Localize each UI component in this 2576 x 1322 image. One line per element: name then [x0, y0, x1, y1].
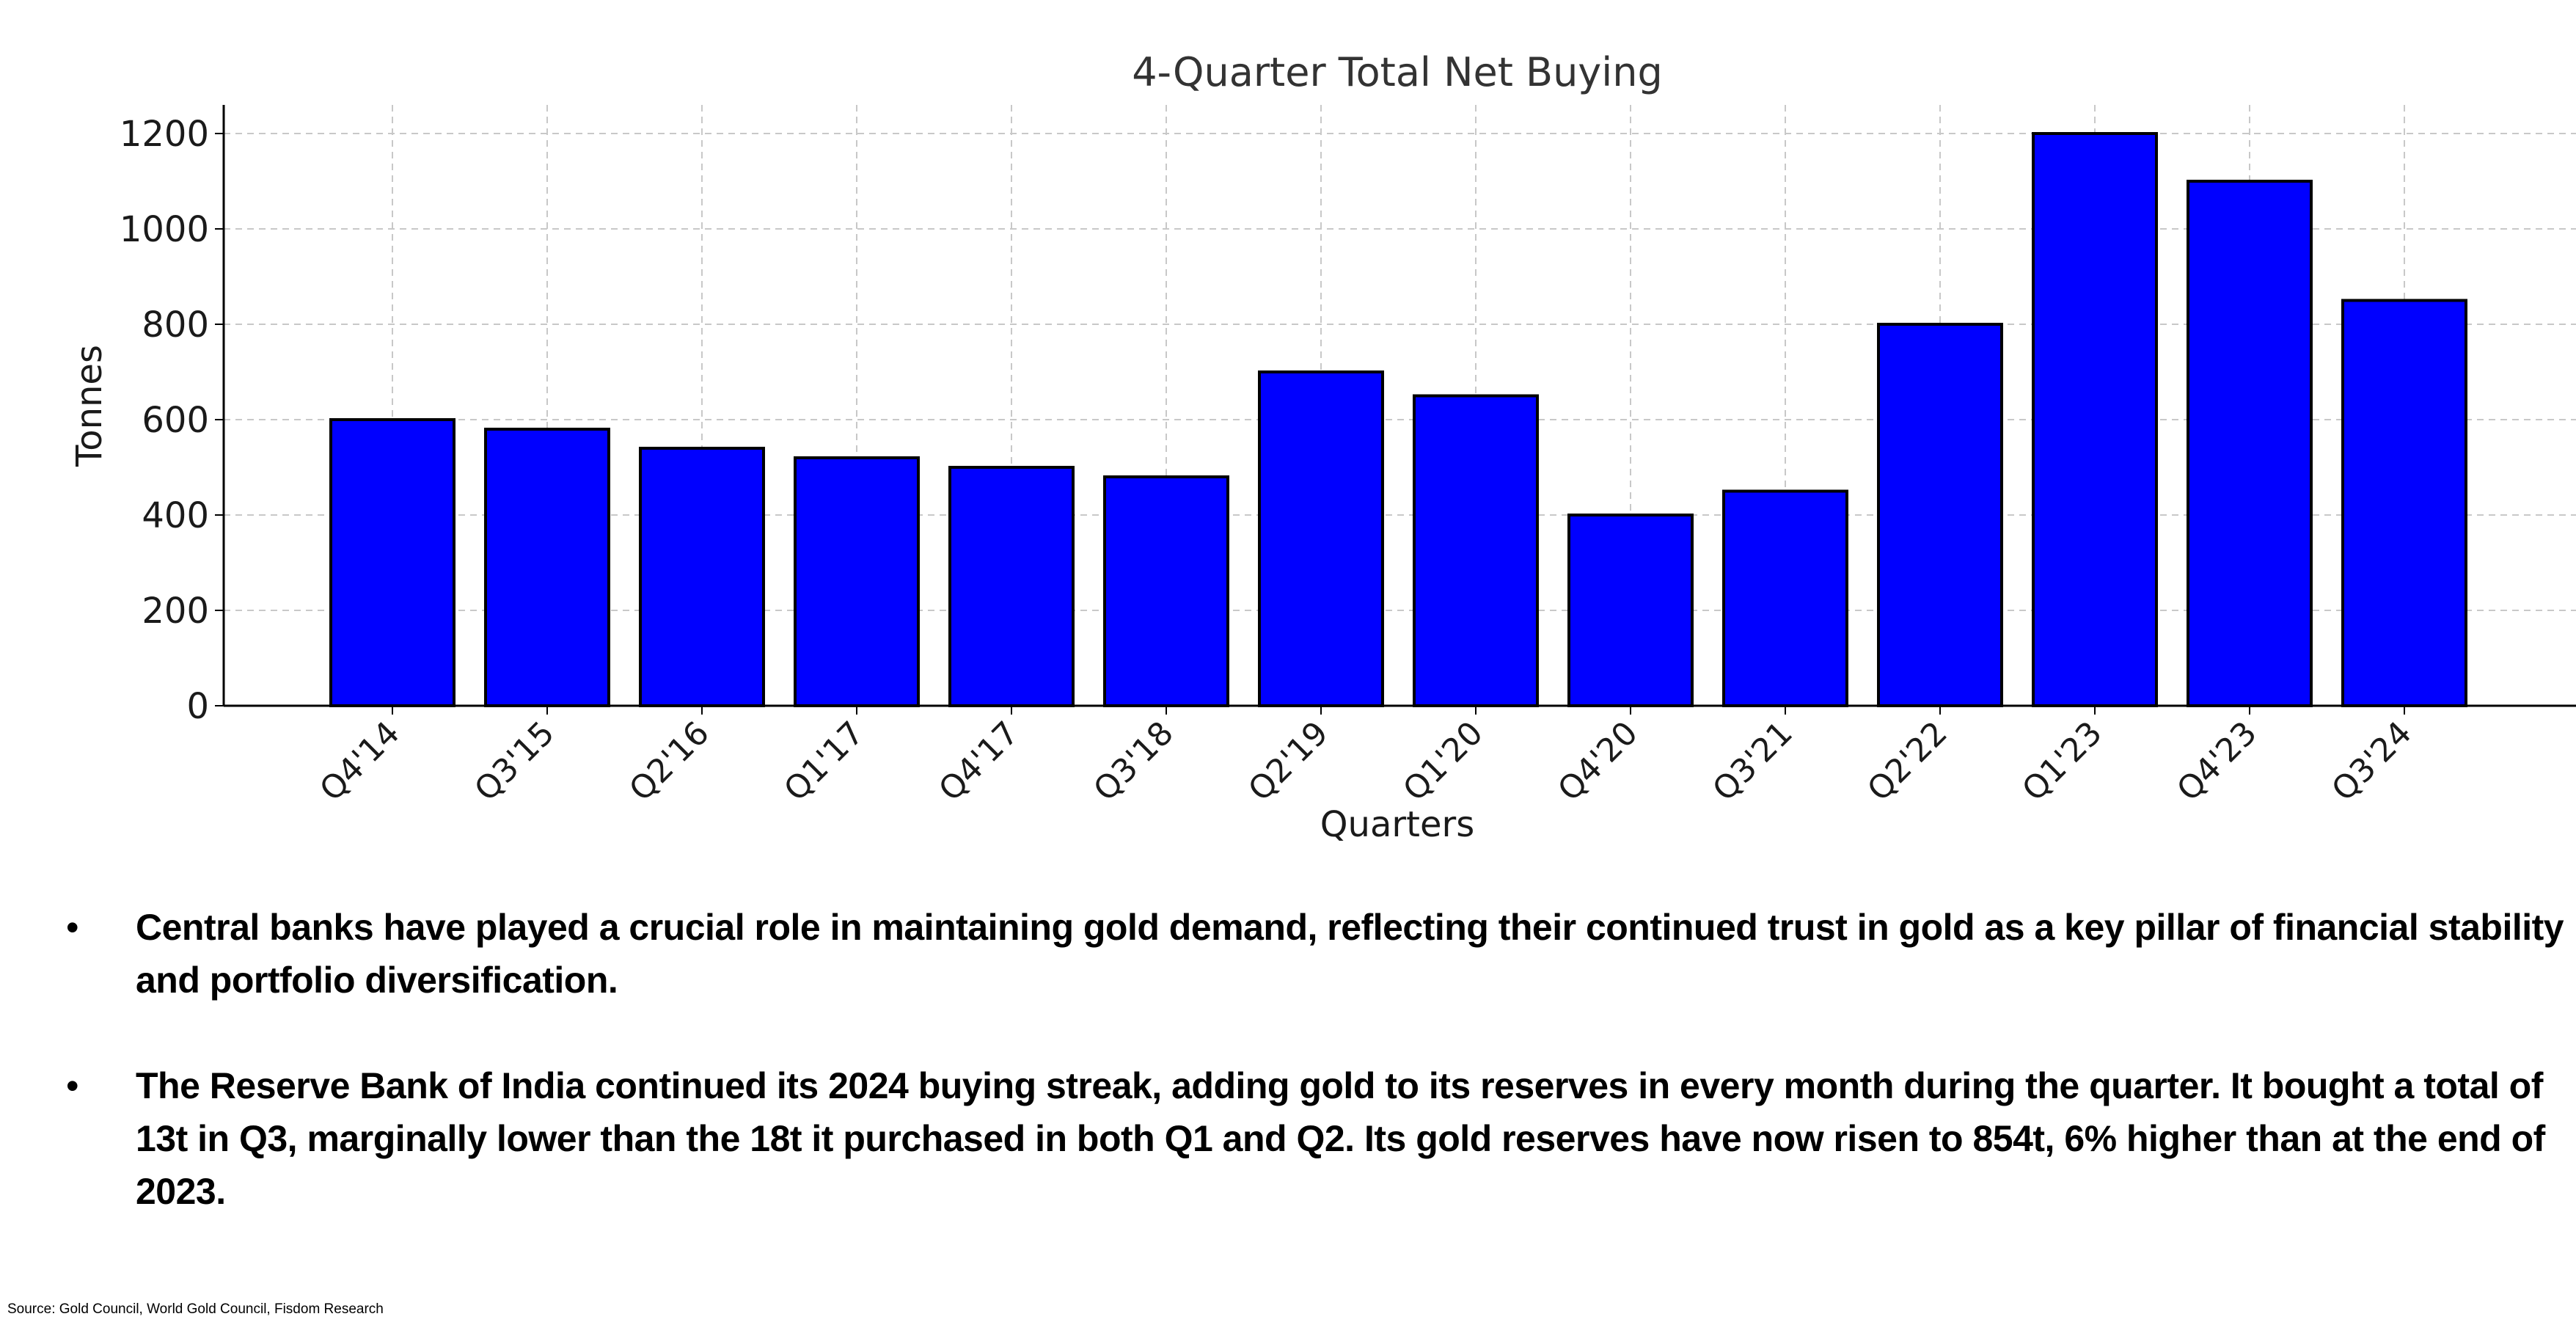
- bullet-item: • The Reserve Bank of India continued it…: [66, 1059, 2567, 1218]
- y-tick-label: 0: [186, 686, 209, 727]
- x-tick-label: Q4'23: [2170, 715, 2264, 808]
- x-tick-labels: Q4'14 Q3'15 Q2'16 Q1'17 Q4'17 Q3'18 Q2'19 Q1'20…: [312, 706, 2419, 808]
- y-tick-label: 1200: [120, 114, 209, 155]
- bullet-symbol: •: [66, 1065, 79, 1106]
- x-axis-label: Quarters: [1320, 804, 1474, 845]
- y-axis-label: Tonnes: [69, 345, 110, 467]
- bar-Q3'24: [2341, 299, 2467, 707]
- bullet-text: Central banks have played a crucial role…: [136, 907, 2564, 1001]
- bar-Q1'17: [794, 456, 920, 707]
- x-tick-label: Q4'14: [312, 715, 406, 808]
- y-tick-label: 400: [142, 495, 209, 536]
- bar-Q3'21: [1722, 489, 1848, 707]
- commentary-bullets: • Central banks have played a crucial ro…: [66, 901, 2567, 1218]
- y-tick-labels: 0 200 400 600 800 1000 1200: [120, 114, 224, 727]
- x-tick-label: Q3'18: [1086, 715, 1180, 808]
- bar-Q4'23: [2187, 180, 2313, 707]
- bar-Q4'14: [329, 418, 455, 707]
- x-tick-label: Q2'22: [1860, 715, 1954, 808]
- x-tick-label: Q2'16: [622, 715, 716, 808]
- y-tick-label: 200: [142, 591, 209, 632]
- bar-Q3'18: [1103, 475, 1229, 707]
- bar-Q4'17: [948, 466, 1075, 707]
- bar-Q1'20: [1413, 394, 1539, 707]
- y-tick-label: 1000: [120, 209, 209, 250]
- bar-chart: 4-Quarter Total Net Buying 0 200 400 600 800…: [69, 49, 2576, 845]
- x-tick-label: Q3'15: [467, 715, 561, 808]
- x-tick-label: Q3'21: [1705, 715, 1799, 808]
- x-tick-label: Q3'24: [2324, 715, 2418, 808]
- x-tick-label: Q4'17: [932, 715, 1025, 808]
- bar-Q2'16: [639, 447, 765, 707]
- bar-Q2'22: [1877, 323, 2003, 707]
- x-tick-label: Q2'19: [1241, 715, 1335, 808]
- bullet-item: • Central banks have played a crucial ro…: [66, 901, 2567, 1007]
- bar-Q1'23: [2032, 132, 2158, 707]
- bars: [329, 132, 2467, 707]
- bar-Q4'20: [1567, 514, 1694, 707]
- source-note: Source: Gold Council, World Gold Council…: [7, 1301, 384, 1317]
- chart-title: 4-Quarter Total Net Buying: [1132, 49, 1663, 95]
- axes: [222, 105, 2576, 707]
- y-tick-label: 800: [142, 304, 209, 346]
- bullet-text: The Reserve Bank of India continued its …: [136, 1065, 2545, 1212]
- y-tick-label: 600: [142, 400, 209, 441]
- x-tick-label: Q1'20: [1396, 715, 1490, 808]
- x-tick-label: Q1'17: [777, 715, 871, 808]
- bullet-symbol: •: [66, 907, 79, 948]
- x-tick-label: Q4'20: [1551, 715, 1644, 808]
- bar-Q2'19: [1258, 370, 1384, 707]
- bar-Q3'15: [484, 428, 610, 707]
- x-tick-label: Q1'23: [2015, 715, 2109, 808]
